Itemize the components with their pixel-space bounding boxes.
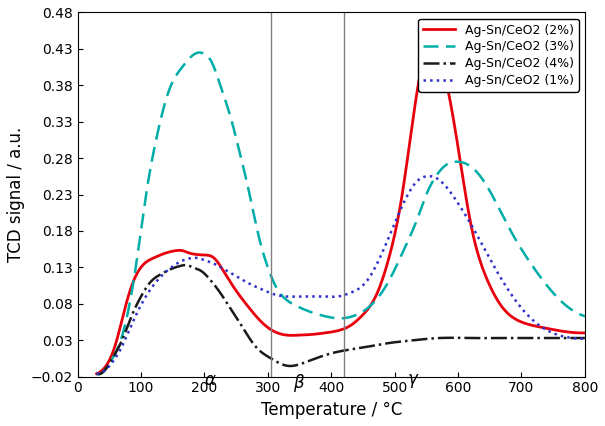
Ag-Sn/CeO2 (2%) <box>483 276 490 281</box>
Ag-Sn/CeO2 (4%) <box>93 371 100 376</box>
Ag-Sn/CeO2 (3%) <box>483 184 491 189</box>
Ag-Sn/CeO2 (3%) <box>581 314 589 319</box>
Ag-Sn/CeO2 (2%) <box>93 371 100 376</box>
Legend: Ag-Sn/CeO2 (2%), Ag-Sn/CeO2 (3%), Ag-Sn/CeO2 (4%), Ag-Sn/CeO2 (1%): Ag-Sn/CeO2 (2%), Ag-Sn/CeO2 (3%), Ag-Sn/… <box>419 19 578 92</box>
Ag-Sn/CeO2 (4%) <box>309 357 316 362</box>
Line: Ag-Sn/CeO2 (4%): Ag-Sn/CeO2 (4%) <box>97 265 585 374</box>
Ag-Sn/CeO2 (1%) <box>429 174 436 179</box>
Ag-Sn/CeO2 (4%) <box>581 336 589 341</box>
Ag-Sn/CeO2 (3%) <box>95 371 102 377</box>
Text: $\alpha$: $\alpha$ <box>204 371 217 389</box>
Text: $\beta$: $\beta$ <box>293 371 306 394</box>
Ag-Sn/CeO2 (1%) <box>475 235 482 240</box>
Ag-Sn/CeO2 (3%) <box>195 50 203 55</box>
Ag-Sn/CeO2 (2%) <box>429 42 436 47</box>
Ag-Sn/CeO2 (1%) <box>425 173 433 178</box>
Ag-Sn/CeO2 (1%) <box>94 371 101 376</box>
Ag-Sn/CeO2 (3%) <box>292 303 299 308</box>
Ag-Sn/CeO2 (4%) <box>429 336 436 341</box>
Ag-Sn/CeO2 (3%) <box>475 171 482 176</box>
Ag-Sn/CeO2 (2%) <box>308 332 315 337</box>
Line: Ag-Sn/CeO2 (3%): Ag-Sn/CeO2 (3%) <box>97 52 585 374</box>
Line: Ag-Sn/CeO2 (1%): Ag-Sn/CeO2 (1%) <box>97 176 585 374</box>
Ag-Sn/CeO2 (2%) <box>428 42 435 47</box>
Y-axis label: TCD signal / a.u.: TCD signal / a.u. <box>7 127 25 262</box>
X-axis label: Temperature / °C: Temperature / °C <box>261 401 402 419</box>
Ag-Sn/CeO2 (1%) <box>143 292 151 297</box>
Ag-Sn/CeO2 (3%) <box>143 186 151 191</box>
Ag-Sn/CeO2 (3%) <box>309 310 316 315</box>
Ag-Sn/CeO2 (1%) <box>581 336 589 341</box>
Text: $\gamma$: $\gamma$ <box>407 371 420 389</box>
Ag-Sn/CeO2 (4%) <box>292 363 299 368</box>
Ag-Sn/CeO2 (3%) <box>93 371 100 376</box>
Ag-Sn/CeO2 (1%) <box>483 251 491 256</box>
Ag-Sn/CeO2 (4%) <box>143 284 151 289</box>
Ag-Sn/CeO2 (2%) <box>290 333 298 338</box>
Ag-Sn/CeO2 (2%) <box>581 331 589 336</box>
Ag-Sn/CeO2 (3%) <box>429 178 436 184</box>
Ag-Sn/CeO2 (4%) <box>182 262 189 268</box>
Ag-Sn/CeO2 (1%) <box>93 371 100 376</box>
Ag-Sn/CeO2 (2%) <box>143 259 150 265</box>
Ag-Sn/CeO2 (4%) <box>475 336 482 341</box>
Ag-Sn/CeO2 (2%) <box>474 251 482 256</box>
Ag-Sn/CeO2 (4%) <box>483 336 491 341</box>
Ag-Sn/CeO2 (1%) <box>309 294 316 299</box>
Line: Ag-Sn/CeO2 (2%): Ag-Sn/CeO2 (2%) <box>97 45 585 374</box>
Ag-Sn/CeO2 (1%) <box>291 294 298 299</box>
Ag-Sn/CeO2 (4%) <box>95 371 102 377</box>
